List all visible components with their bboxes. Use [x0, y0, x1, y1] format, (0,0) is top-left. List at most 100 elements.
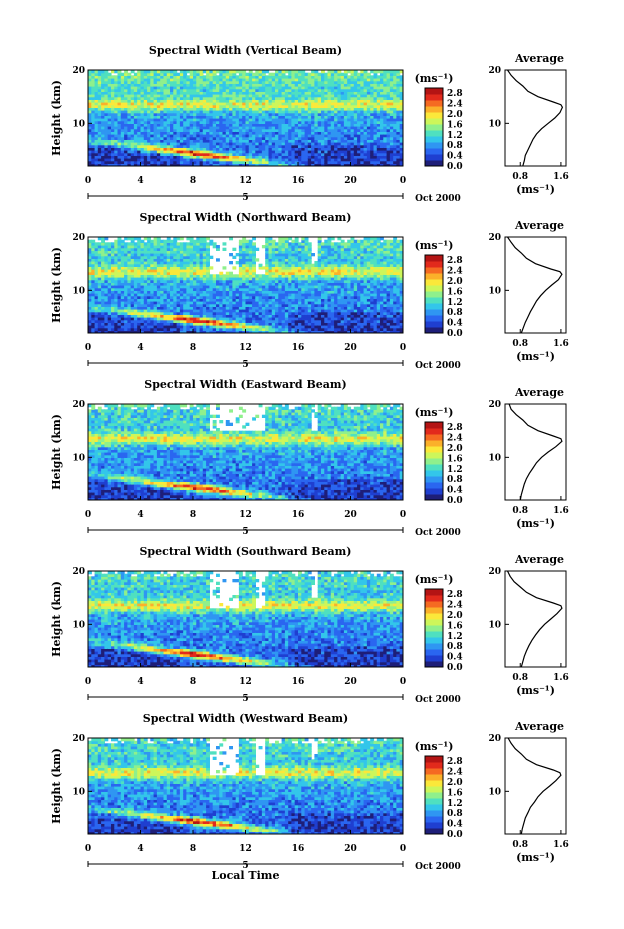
colorbar-tick-label: 2.0: [447, 277, 463, 287]
colorbar-swatch: [425, 267, 443, 274]
colorbar-swatch: [425, 440, 443, 447]
heatmap-panel-southward: Spectral Width (Southward Beam) 0 4 8 12 16 20…: [50, 545, 461, 705]
colorbar-swatch: [425, 649, 443, 656]
average-frame: [504, 403, 567, 501]
x-tick-label: 8: [190, 510, 196, 520]
colorbar-unit: (ms⁻¹): [415, 72, 454, 85]
x-tick-label: 4: [137, 677, 143, 687]
colorbar-swatch: [425, 631, 443, 638]
colorbar-swatch: [425, 94, 443, 101]
panel-title: Spectral Width (Eastward Beam): [144, 378, 346, 391]
y-tick-label: 20: [72, 567, 85, 577]
x-axis-label: Local Time: [212, 869, 280, 882]
average-line: [508, 403, 563, 501]
colorbar-swatch: [425, 303, 443, 310]
colorbar-swatch: [425, 106, 443, 113]
average-line: [507, 236, 563, 334]
day-label: 5: [242, 360, 248, 370]
x-tick-label: 16: [292, 176, 305, 186]
colorbar-swatch: [425, 458, 443, 465]
y-tick-label: 10: [72, 787, 85, 797]
colorbar-swatch: [425, 148, 443, 155]
colorbar-tick-label: 1.6: [447, 788, 463, 798]
x-tick-label: 20: [344, 343, 357, 353]
colorbar-swatch: [425, 255, 443, 262]
y-tick-label: 20: [72, 233, 85, 243]
x-tick-label: 20: [344, 176, 357, 186]
colorbar-swatch: [425, 321, 443, 328]
average-frame: [504, 737, 567, 835]
colorbar-swatch: [425, 780, 443, 787]
colorbar-tick-label: 2.0: [447, 778, 463, 788]
colorbar-swatch: [425, 625, 443, 632]
x-tick-label: 0: [400, 677, 406, 687]
colorbar-unit: (ms⁻¹): [415, 406, 454, 419]
date-label: Oct 2000: [415, 695, 461, 705]
colorbar-swatch: [425, 88, 443, 95]
heatmap-panel-eastward: Spectral Width (Eastward Beam) 0 4 8 12 16 20 0…: [50, 378, 461, 538]
average-profile-northward: Average 0.8 1.6 10 20 (ms⁻¹): [488, 219, 568, 363]
colorbar-swatch: [425, 589, 443, 596]
colorbar-swatch: [425, 160, 443, 167]
colorbar-swatch: [425, 816, 443, 823]
colorbar-tick-label: 2.4: [447, 267, 463, 277]
colorbar-swatch: [425, 601, 443, 608]
colorbar-tick-label: 2.0: [447, 444, 463, 454]
average-line: [507, 69, 564, 167]
heatmap-panel-northward: Spectral Width (Northward Beam) 0 4 8 12 16 20…: [50, 211, 461, 371]
date-label: Oct 2000: [415, 528, 461, 538]
colorbar-swatch: [425, 798, 443, 805]
colorbar-swatch: [425, 154, 443, 161]
x-tick-label: 8: [190, 677, 196, 687]
average-y-tick-label: 20: [488, 66, 501, 76]
colorbar-swatch: [425, 118, 443, 125]
day-label: 5: [242, 527, 248, 537]
colorbar-swatch: [425, 643, 443, 650]
colorbar-swatch: [425, 619, 443, 626]
colorbar-swatch: [425, 756, 443, 763]
colorbar-frame: [424, 588, 444, 668]
colorbar-swatch: [425, 124, 443, 131]
colorbar-swatch: [425, 142, 443, 149]
x-tick-label: 16: [292, 677, 305, 687]
colorbar-swatch: [425, 810, 443, 817]
colorbar-southward: (ms⁻¹) 0.00.40.81.21.62.02.42.8: [415, 573, 463, 673]
panel-title: Spectral Width (Northward Beam): [140, 211, 352, 224]
average-x-tick-label: 1.6: [553, 339, 569, 349]
colorbar-swatch: [425, 452, 443, 459]
colorbar-tick-label: 2.8: [447, 89, 463, 99]
colorbar-swatch: [425, 464, 443, 471]
x-tick-label: 0: [400, 343, 406, 353]
colorbar-tick-label: 0.4: [447, 820, 463, 830]
colorbar-tick-label: 0.4: [447, 486, 463, 496]
heatmap-cells-westward: [88, 738, 403, 834]
x-tick-label: 0: [85, 510, 91, 520]
x-tick-label: 20: [344, 677, 357, 687]
panel-title: Spectral Width (Southward Beam): [139, 545, 351, 558]
colorbar-tick-label: 1.2: [447, 465, 463, 475]
colorbar-vertical: (ms⁻¹) 0.00.40.81.21.62.02.42.8: [415, 72, 463, 172]
colorbar-tick-label: 0.4: [447, 152, 463, 162]
colorbar-northward: (ms⁻¹) 0.00.40.81.21.62.02.42.8: [415, 239, 463, 339]
average-frame: [504, 236, 567, 334]
colorbar-swatch: [425, 279, 443, 286]
colorbar-swatch: [425, 428, 443, 435]
x-tick-label: 12: [239, 844, 252, 854]
x-tick-label: 0: [85, 677, 91, 687]
average-x-tick-label: 0.8: [512, 840, 528, 850]
colorbar-unit: (ms⁻¹): [415, 573, 454, 586]
average-unit: (ms⁻¹): [516, 684, 555, 697]
colorbar-tick-label: 2.8: [447, 590, 463, 600]
average-x-tick-label: 0.8: [512, 172, 528, 182]
colorbar-tick-label: 1.2: [447, 131, 463, 141]
average-y-tick-label: 20: [488, 400, 501, 410]
y-axis-label: Height (km): [50, 80, 63, 156]
colorbar-tick-label: 1.6: [447, 621, 463, 631]
average-y-tick-label: 10: [488, 453, 501, 463]
colorbar-swatch: [425, 112, 443, 119]
average-frame: [504, 570, 567, 668]
average-profile-southward: Average 0.8 1.6 10 20 (ms⁻¹): [488, 553, 568, 697]
x-tick-label: 16: [292, 343, 305, 353]
colorbar-tick-label: 1.6: [447, 120, 463, 130]
y-tick-label: 20: [72, 734, 85, 744]
